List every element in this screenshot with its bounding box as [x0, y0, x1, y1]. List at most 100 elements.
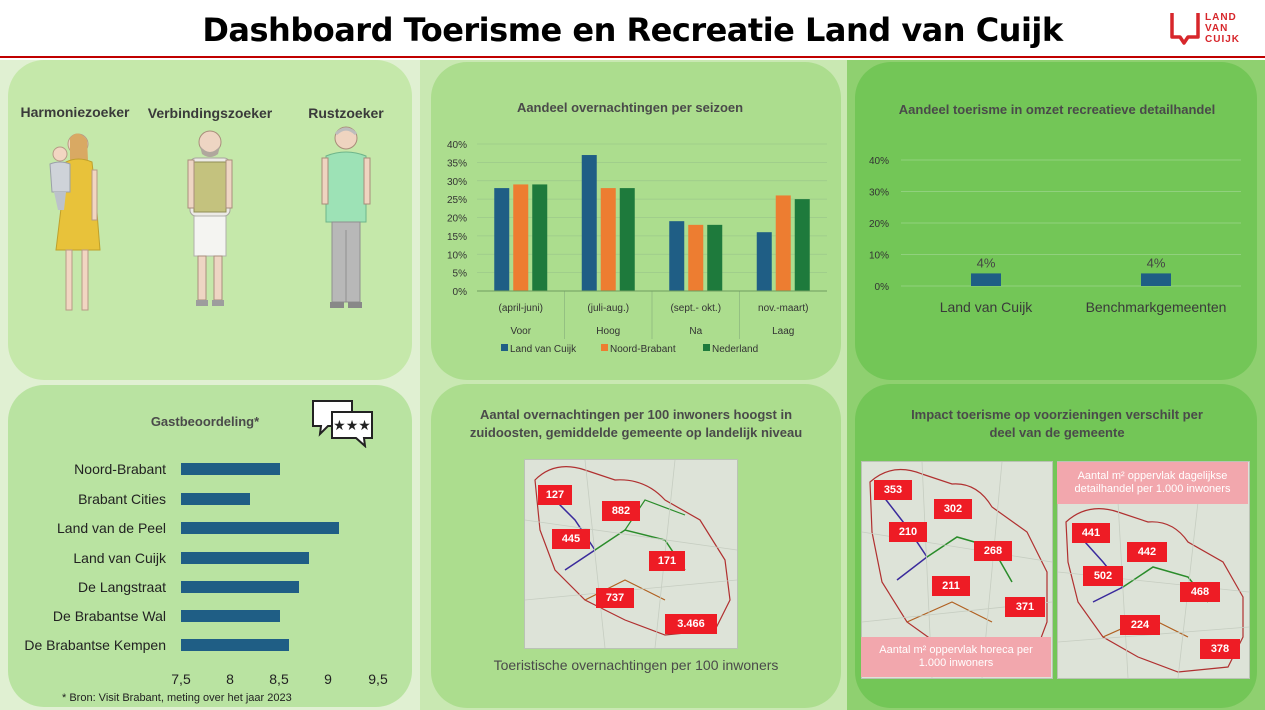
rating-category-label: Brabant Cities	[78, 491, 166, 507]
overnight-value-label: 737	[596, 588, 634, 608]
season-bar	[707, 224, 723, 291]
season-chart-title: Aandeel overnachtingen per seizoen	[516, 100, 744, 115]
rating-bar	[181, 639, 290, 651]
season-y-tick: 35%	[447, 158, 467, 169]
season-category-label: (sept.- okt.)	[670, 303, 721, 314]
overnight-value-label: 3.466	[665, 614, 717, 634]
retail-data-label: 4%	[1147, 255, 1166, 270]
rating-category-label: De Brabantse Wal	[52, 608, 166, 624]
rating-category-label: Land van Cuijk	[73, 550, 166, 566]
title-divider	[0, 56, 1265, 58]
retail-y-tick: 20%	[869, 219, 889, 230]
season-category-group: Laag	[772, 326, 794, 337]
rating-bar	[181, 463, 280, 475]
season-y-tick: 25%	[447, 195, 467, 206]
overnight-value-label: 127	[538, 485, 572, 505]
logo-line: CUIJK	[1205, 34, 1241, 45]
svg-text:★★★: ★★★	[333, 417, 371, 433]
season-legend-swatch	[601, 344, 608, 351]
season-bar	[688, 224, 704, 291]
season-y-tick: 0%	[453, 287, 468, 298]
overnight-value-label: 445	[552, 529, 590, 549]
season-category-label: nov.-maart)	[758, 303, 808, 314]
rating-bar	[181, 522, 339, 534]
horeca-value-label: 210	[889, 522, 927, 542]
retail-map-label: Aantal m² oppervlak dagelijkse detailhan…	[1057, 462, 1248, 504]
season-y-tick: 15%	[447, 232, 467, 243]
overnight-map-title: Aantal overnachtingen per 100 inwoners h…	[440, 406, 832, 442]
horeca-value-label: 211	[932, 576, 970, 596]
rating-category-label: De Brabantse Kempen	[24, 637, 166, 653]
season-y-tick: 10%	[447, 250, 467, 261]
horeca-label-line: 1.000 inwoners	[918, 657, 994, 669]
logo-icon	[1170, 13, 1200, 45]
rustzoeker-illustration	[321, 126, 371, 308]
season-category-group: Na	[689, 326, 702, 337]
season-legend-label: Noord-Brabant	[610, 344, 676, 355]
season-bar	[494, 188, 510, 291]
overnight-value-label: 171	[649, 551, 685, 571]
season-bar	[794, 199, 810, 291]
rating-bar	[181, 552, 310, 564]
season-bar	[775, 195, 791, 291]
harmoniezoeker-illustration	[49, 133, 101, 311]
season-bar	[532, 184, 548, 291]
season-y-tick: 30%	[447, 177, 467, 188]
season-category-label: (juli-aug.)	[587, 303, 629, 314]
season-bar	[619, 188, 635, 291]
persona-label-rustzoeker: Rustzoeker	[308, 105, 384, 121]
season-category-group: Voor	[510, 326, 531, 337]
retail-value-label: 441	[1072, 523, 1110, 543]
season-category-group: Hoog	[596, 326, 620, 337]
rating-bar	[181, 581, 300, 593]
logo-line: VAN	[1205, 23, 1229, 34]
horeca-value-label: 371	[1005, 597, 1045, 617]
logo-line: LAND	[1205, 12, 1237, 23]
retail-value-label: 468	[1180, 582, 1220, 602]
land-van-cuijk-logo: LAND VAN CUIJK	[1168, 9, 1244, 51]
rating-bar	[181, 610, 280, 622]
season-bar-chart: 0% 5% 10% 15% 20% 25% 30% 35% 40% (april-juni) Voo…	[447, 140, 827, 355]
rating-bar	[181, 493, 250, 505]
season-legend-swatch	[703, 344, 710, 351]
rating-category-label: Land van de Peel	[57, 520, 166, 536]
rating-category-label: Noord-Brabant	[74, 461, 166, 477]
season-y-tick: 5%	[453, 269, 468, 280]
retail-bar	[1141, 273, 1171, 286]
rating-x-tick: 7,5	[171, 671, 191, 687]
retail-y-tick: 30%	[869, 188, 889, 199]
impact-title-line: deel van de gemeente	[989, 425, 1125, 440]
rating-x-tick: 8	[226, 671, 234, 687]
retail-category-label: Land van Cuijk	[940, 299, 1034, 315]
retail-category-label: Benchmarkgemeenten	[1086, 299, 1227, 315]
season-bar	[581, 155, 597, 291]
impact-title: Impact toerisme op voorzieningen verschi…	[862, 406, 1252, 442]
persona-label-harmoniezoeker: Harmoniezoeker	[20, 104, 130, 120]
rating-x-tick: 9	[324, 671, 332, 687]
overnight-map-caption: Toeristische overnachtingen per 100 inwo…	[493, 657, 779, 673]
overnight-map-title-line: zuidoosten, gemiddelde gemeente op lande…	[469, 425, 803, 440]
retail-value-label: 442	[1127, 542, 1167, 562]
retail-bar	[971, 273, 1001, 286]
horeca-value-label: 302	[934, 499, 972, 519]
season-y-tick: 20%	[447, 214, 467, 225]
persona-label-verbindingszoeker: Verbindingszoeker	[147, 105, 273, 121]
retail-value-label: 224	[1120, 615, 1160, 635]
retail-y-tick: 0%	[875, 282, 890, 293]
season-bar	[756, 232, 772, 291]
retail-value-label: 502	[1083, 566, 1123, 586]
season-legend-label: Land van Cuijk	[510, 344, 577, 355]
retail-y-tick: 10%	[869, 251, 889, 262]
season-bar	[669, 221, 685, 291]
season-category-label: (april-juni)	[499, 303, 543, 314]
retail-data-label: 4%	[977, 255, 996, 270]
season-legend-label: Nederland	[712, 344, 758, 355]
rating-x-tick: 8,5	[269, 671, 289, 687]
impact-title-line: Impact toerisme op voorzieningen verschi…	[911, 407, 1203, 422]
logo-text: LAND VAN CUIJK	[1205, 12, 1240, 45]
season-y-tick: 40%	[447, 140, 467, 151]
retail-y-tick: 40%	[869, 156, 889, 167]
review-speech-bubble-icon: ★★★	[312, 400, 373, 448]
page-title: Dashboard Toerisme en Recreatie Land van…	[202, 11, 1063, 49]
retail-label-line: detailhandel per 1.000 inwoners	[1074, 483, 1231, 495]
